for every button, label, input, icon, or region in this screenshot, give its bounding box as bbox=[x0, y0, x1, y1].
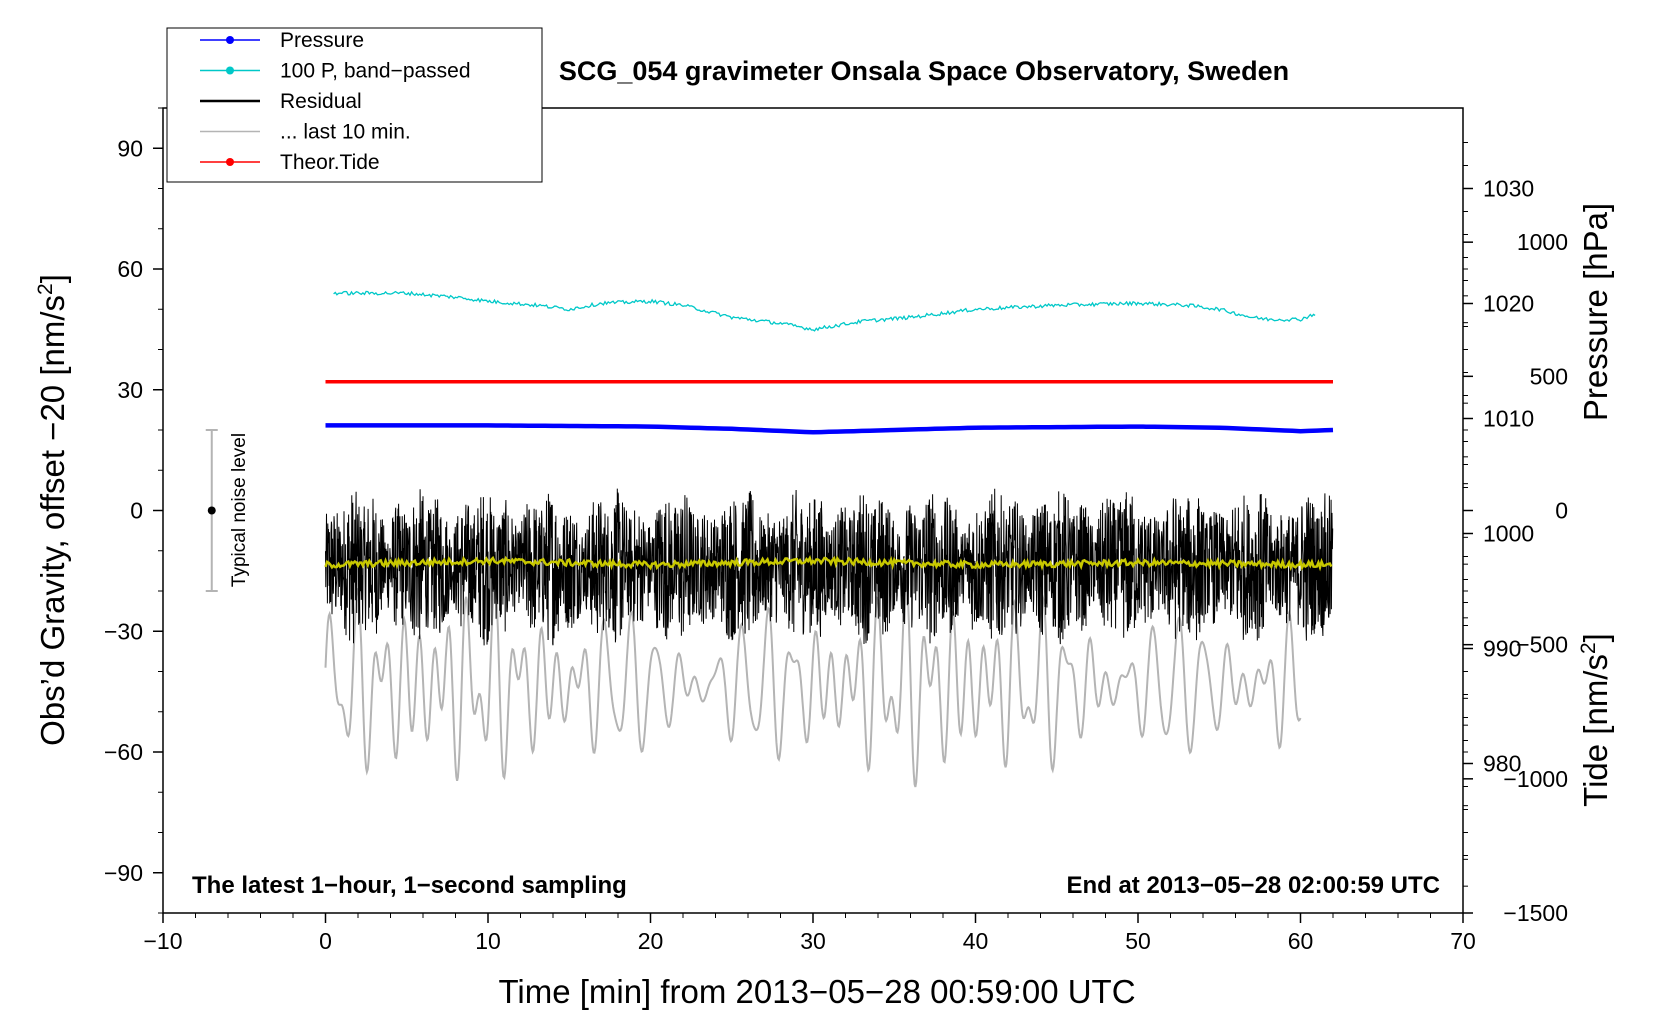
x-tick-label-3: 20 bbox=[638, 928, 664, 954]
y-axis-label-tide-sup: 2 bbox=[1577, 642, 1600, 654]
tide-tick-label-4: 500 bbox=[1530, 363, 1568, 389]
legend-label-2: Residual bbox=[280, 90, 362, 113]
plot-frame bbox=[162, 107, 1464, 914]
legend-label-1: 100 P, band−passed bbox=[280, 60, 471, 83]
y-axis-label-tide-main: Tide [nm/s bbox=[1577, 654, 1614, 807]
series-layer bbox=[324, 290, 1334, 788]
pressure-tick-label-3: 1010 bbox=[1483, 406, 1534, 432]
legend-marker-0 bbox=[226, 36, 234, 44]
pressure-tick-label-1: 990 bbox=[1483, 636, 1521, 662]
chart-title: SCG_054 gravimeter Onsala Space Observat… bbox=[559, 56, 1289, 86]
legend-marker-4 bbox=[226, 158, 234, 166]
annotation-left: The latest 1−hour, 1−second sampling bbox=[192, 872, 627, 899]
series-band-passed bbox=[333, 290, 1316, 332]
tide-tick-label-3: 0 bbox=[1555, 498, 1568, 524]
x-tick-label-5: 40 bbox=[963, 928, 989, 954]
ticks-layer: −10 0 10 20 30 40 50 60 70−90−60−300306090980990… bbox=[104, 107, 1568, 954]
pressure-tick-label-0: 980 bbox=[1483, 751, 1521, 777]
annotation-right: End at 2013−05−28 02:00:59 UTC bbox=[1066, 872, 1440, 899]
y-axis-label-tide: Tide [nm/s2] bbox=[1577, 633, 1614, 807]
noise-bar-center-dot bbox=[207, 506, 216, 515]
y-left-tick-label-2: −30 bbox=[104, 618, 143, 644]
y-left-tick-label-5: 60 bbox=[117, 256, 143, 282]
series-residual bbox=[325, 488, 1334, 646]
legend-marker-1 bbox=[226, 66, 234, 75]
pressure-tick-label-4: 1020 bbox=[1483, 291, 1534, 317]
x-tick-label-1: 0 bbox=[319, 928, 332, 954]
y-left-tick-label-1: −60 bbox=[104, 739, 143, 765]
y-axis-label-pressure: Pressure [hPa] bbox=[1577, 203, 1614, 421]
pressure-tick-label-2: 1000 bbox=[1483, 521, 1534, 547]
legend-label-0: Pressure bbox=[280, 29, 364, 52]
noise-bar bbox=[205, 429, 218, 592]
y-left-tick-label-0: −90 bbox=[104, 860, 143, 886]
y-axis-label-left: Obs’d Gravity, offset −20 [nm/s2] bbox=[34, 274, 71, 746]
legend-entries: Pressure 100 P, band−passed Residual ... la… bbox=[200, 29, 471, 174]
y-axis-label-left-main: Obs’d Gravity, offset −20 [nm/s bbox=[34, 295, 71, 746]
tide-tick-label-1: −1000 bbox=[1503, 766, 1568, 792]
x-tick-label-0: −10 bbox=[143, 928, 182, 954]
series-residual-smoothed bbox=[324, 554, 1333, 572]
pressure-tick-label-5: 1030 bbox=[1483, 176, 1534, 202]
x-tick-label-2: 10 bbox=[475, 928, 501, 954]
legend-label-3: ... last 10 min. bbox=[280, 121, 411, 144]
x-tick-label-4: 30 bbox=[800, 928, 826, 954]
tide-tick-label-2: −500 bbox=[1516, 632, 1568, 658]
series-pressure bbox=[325, 423, 1334, 435]
y-axis-label-left-sup: 2 bbox=[34, 283, 57, 295]
y-axis-label-tide-end: ] bbox=[1577, 633, 1614, 642]
legend-box bbox=[166, 27, 543, 183]
legend: Pressure 100 P, band−passed Residual ... la… bbox=[166, 27, 543, 183]
x-tick-label-8: 70 bbox=[1450, 928, 1476, 954]
y-left-tick-label-4: 30 bbox=[117, 377, 143, 403]
x-tick-label-6: 50 bbox=[1125, 928, 1151, 954]
x-axis-label: Time [min] from 2013−05−28 00:59:00 UTC bbox=[498, 973, 1135, 1010]
tide-tick-label-0: −1500 bbox=[1503, 900, 1568, 926]
y-left-tick-label-3: 0 bbox=[130, 498, 143, 524]
legend-label-4: Theor.Tide bbox=[280, 151, 380, 174]
tide-tick-label-5: 1000 bbox=[1517, 229, 1568, 255]
noise-label: Typical noise level bbox=[229, 433, 250, 587]
x-tick-label-7: 60 bbox=[1288, 928, 1314, 954]
y-axis-label-left-end: ] bbox=[34, 274, 71, 283]
y-left-tick-label-6: 90 bbox=[117, 135, 143, 161]
series-last-10-min bbox=[324, 579, 1302, 788]
